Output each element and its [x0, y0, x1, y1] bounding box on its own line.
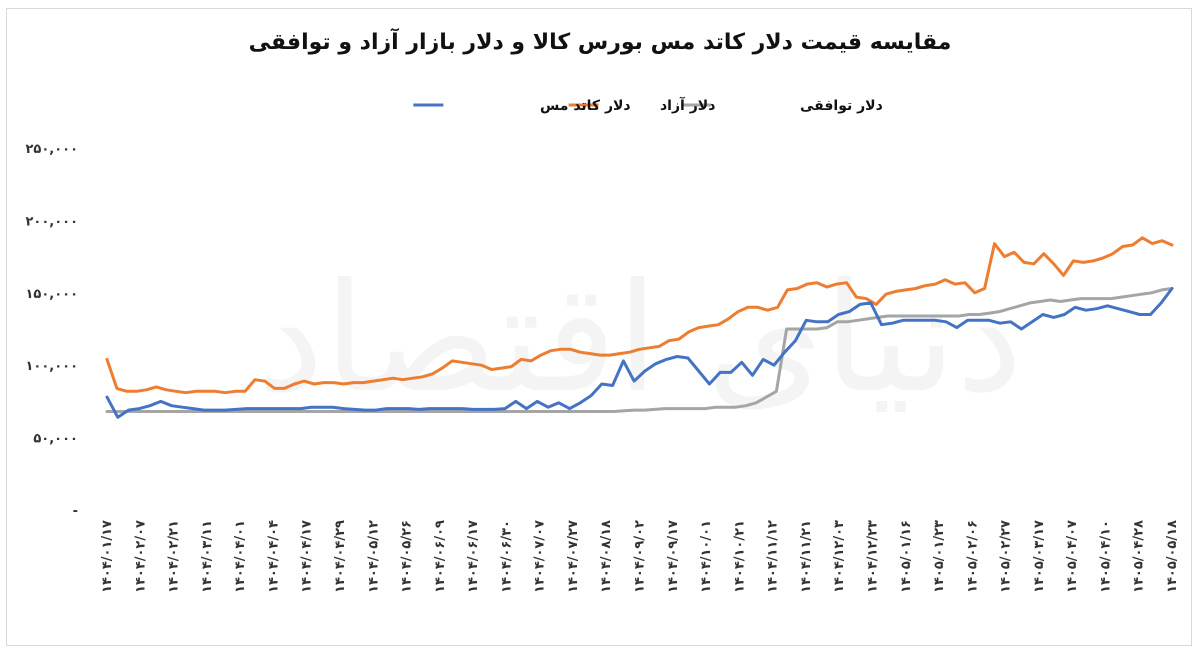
x-tick-label: ۱۴۰۵/۰۴/۰۷: [1065, 520, 1080, 593]
x-tick-label: ۱۴۰۴/۱۲/۰۳: [832, 520, 847, 593]
x-tick-label: ۱۴۰۴/۱۱/۲۱: [799, 520, 814, 593]
x-tick-label: ۱۴۰۴/۱۰/۰۱: [699, 520, 714, 593]
x-tick-label: ۱۴۰۴/۰۲/۲۱: [167, 520, 182, 593]
y-tick-label: ۲۰۰,۰۰۰: [25, 214, 78, 229]
series-line-1: [105, 236, 1174, 395]
x-tick-label: ۱۴۰۴/۰۴/۰۱: [233, 520, 248, 593]
x-tick-label: ۱۴۰۴/۰۶/۱۷: [466, 520, 481, 593]
x-tick-label: ۱۴۰۴/۰۹/۱۷: [666, 520, 681, 593]
x-tick-label: ۱۴۰۴/۰۶/۰۹: [433, 520, 448, 593]
legend-label: دلار کاتد مس: [540, 98, 631, 114]
series-line-2: [105, 287, 1174, 413]
chart-frame: [6, 8, 1192, 646]
x-tick-label: ۱۴۰۴/۰۶/۳۰: [499, 520, 514, 593]
x-tick-label: ۱۴۰۵/۰۳/۱۷: [1032, 520, 1047, 593]
x-tick-label: ۱۴۰۴/۰۷/۲۷: [566, 520, 581, 593]
legend: دلار توافقی دلار آزاد دلار کاتد مس: [413, 96, 883, 114]
series-line-0: [105, 287, 1174, 419]
x-tick-label: ۱۴۰۴/۰۹/۰۲: [633, 520, 648, 593]
chart-title: مقایسه قیمت دلار کاتد مس بورس کالا و دلا…: [248, 30, 952, 55]
x-tick-label: ۱۴۰۵/۰۵/۱۸: [1165, 520, 1180, 593]
x-tick-label: ۱۴۰۵/۰۲/۰۶: [965, 520, 980, 593]
y-tick-label: ۱۵۰,۰۰۰: [25, 287, 78, 302]
x-tick-label: ۱۴۰۴/۰۳/۱۱: [200, 520, 215, 593]
x-tick-label: ۱۴۰۴/۱۱/۱۲: [766, 520, 781, 593]
x-axis: ۱۴۰۴/۰۱/۱۷ ۱۴۰۴/۰۲/۰۷ ۱۴۰۴/۰۲/۲۱ ۱۴۰۴/۰۳/۱۱…: [100, 520, 1180, 593]
x-tick-label: ۱۴۰۴/۱۰/۲۱: [732, 520, 747, 593]
x-tick-label: ۱۴۰۴/۰۷/۰۷: [533, 520, 548, 593]
x-tick-label: ۱۴۰۵/۰۴/۲۸: [1132, 520, 1147, 593]
x-tick-label: ۱۴۰۵/۰۴/۱۰: [1098, 520, 1113, 593]
x-tick-label: ۱۴۰۴/۰۱/۱۷: [100, 520, 115, 593]
x-tick-label: ۱۴۰۵/۰۱/۲۳: [932, 520, 947, 593]
y-axis: - ۵۰,۰۰۰ ۱۰۰,۰۰۰ ۱۵۰,۰۰۰ ۲۰۰,۰۰۰ ۲۵۰,۰۰۰: [25, 142, 78, 519]
series-group: [105, 236, 1174, 419]
x-tick-label: ۱۴۰۴/۰۴/۱۷: [300, 520, 315, 593]
x-tick-label: ۱۴۰۴/۱۲/۲۳: [865, 520, 880, 593]
x-tick-label: ۱۴۰۵/۰۱/۱۶: [899, 520, 914, 593]
y-tick-label: ۲۵۰,۰۰۰: [25, 142, 78, 157]
x-tick-label: ۱۴۰۴/۰۴/۲۹: [333, 520, 348, 593]
x-tick-label: ۱۴۰۴/۰۵/۲۶: [400, 520, 415, 593]
legend-label: دلار توافقی: [800, 98, 883, 114]
watermark-text: دنیای اقتصاد: [257, 252, 1023, 426]
y-tick-label: ۵۰,۰۰۰: [33, 432, 78, 447]
x-tick-label: ۱۴۰۵/۰۲/۲۷: [999, 520, 1014, 593]
x-tick-label: ۱۴۰۴/۰۵/۱۲: [366, 520, 381, 593]
x-tick-label: ۱۴۰۴/۰۸/۱۸: [599, 520, 614, 593]
x-tick-label: ۱۴۰۴/۰۲/۰۷: [133, 520, 148, 593]
legend-label: دلار آزاد: [660, 96, 715, 114]
y-tick-label: -: [73, 504, 78, 519]
x-tick-label: ۱۴۰۴/۰۴/۰۴: [266, 520, 281, 593]
y-tick-label: ۱۰۰,۰۰۰: [25, 359, 78, 374]
